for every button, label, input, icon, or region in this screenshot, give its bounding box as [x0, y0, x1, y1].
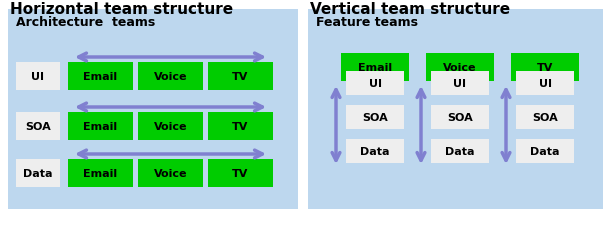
Bar	[138, 112, 203, 140]
Text: Voice: Voice	[154, 168, 187, 178]
Text: Voice: Voice	[154, 122, 187, 131]
Text: TV: TV	[232, 168, 249, 178]
Text: Data: Data	[23, 168, 52, 178]
Bar	[511, 54, 579, 82]
Bar	[208, 112, 273, 140]
Bar	[308, 10, 603, 209]
Bar	[8, 10, 298, 209]
Text: Data: Data	[361, 146, 390, 156]
Bar	[16, 112, 60, 140]
Bar	[346, 106, 404, 129]
Bar	[516, 139, 574, 163]
Text: Vertical team structure: Vertical team structure	[310, 2, 510, 17]
Text: TV: TV	[232, 72, 249, 82]
Text: SOA: SOA	[362, 112, 388, 122]
Text: SOA: SOA	[25, 122, 51, 131]
Bar	[341, 54, 409, 82]
Bar	[68, 159, 133, 187]
Text: Email: Email	[84, 168, 118, 178]
Bar	[208, 159, 273, 187]
Bar	[138, 159, 203, 187]
Text: Data: Data	[530, 146, 560, 156]
Bar	[346, 139, 404, 163]
Text: Voice: Voice	[443, 63, 477, 73]
Bar	[16, 159, 60, 187]
Text: Horizontal team structure: Horizontal team structure	[10, 2, 233, 17]
Bar	[516, 72, 574, 96]
Text: Architecture  teams: Architecture teams	[16, 16, 156, 29]
Bar	[431, 106, 489, 129]
Text: UI: UI	[539, 79, 551, 89]
Text: Email: Email	[84, 72, 118, 82]
Bar	[431, 139, 489, 163]
Bar	[68, 112, 133, 140]
Text: TV: TV	[537, 63, 553, 73]
Text: SOA: SOA	[447, 112, 473, 122]
Bar	[516, 106, 574, 129]
Text: UI: UI	[32, 72, 45, 82]
Text: Data: Data	[445, 146, 475, 156]
Text: Email: Email	[84, 122, 118, 131]
Bar	[346, 72, 404, 96]
Text: Voice: Voice	[154, 72, 187, 82]
Bar	[208, 63, 273, 91]
Bar	[138, 63, 203, 91]
Bar	[431, 72, 489, 96]
Bar	[68, 63, 133, 91]
Text: SOA: SOA	[532, 112, 558, 122]
Bar	[426, 54, 494, 82]
Text: TV: TV	[232, 122, 249, 131]
Text: UI: UI	[368, 79, 381, 89]
Bar	[16, 63, 60, 91]
Text: Feature teams: Feature teams	[316, 16, 418, 29]
Text: Email: Email	[358, 63, 392, 73]
Text: UI: UI	[453, 79, 467, 89]
